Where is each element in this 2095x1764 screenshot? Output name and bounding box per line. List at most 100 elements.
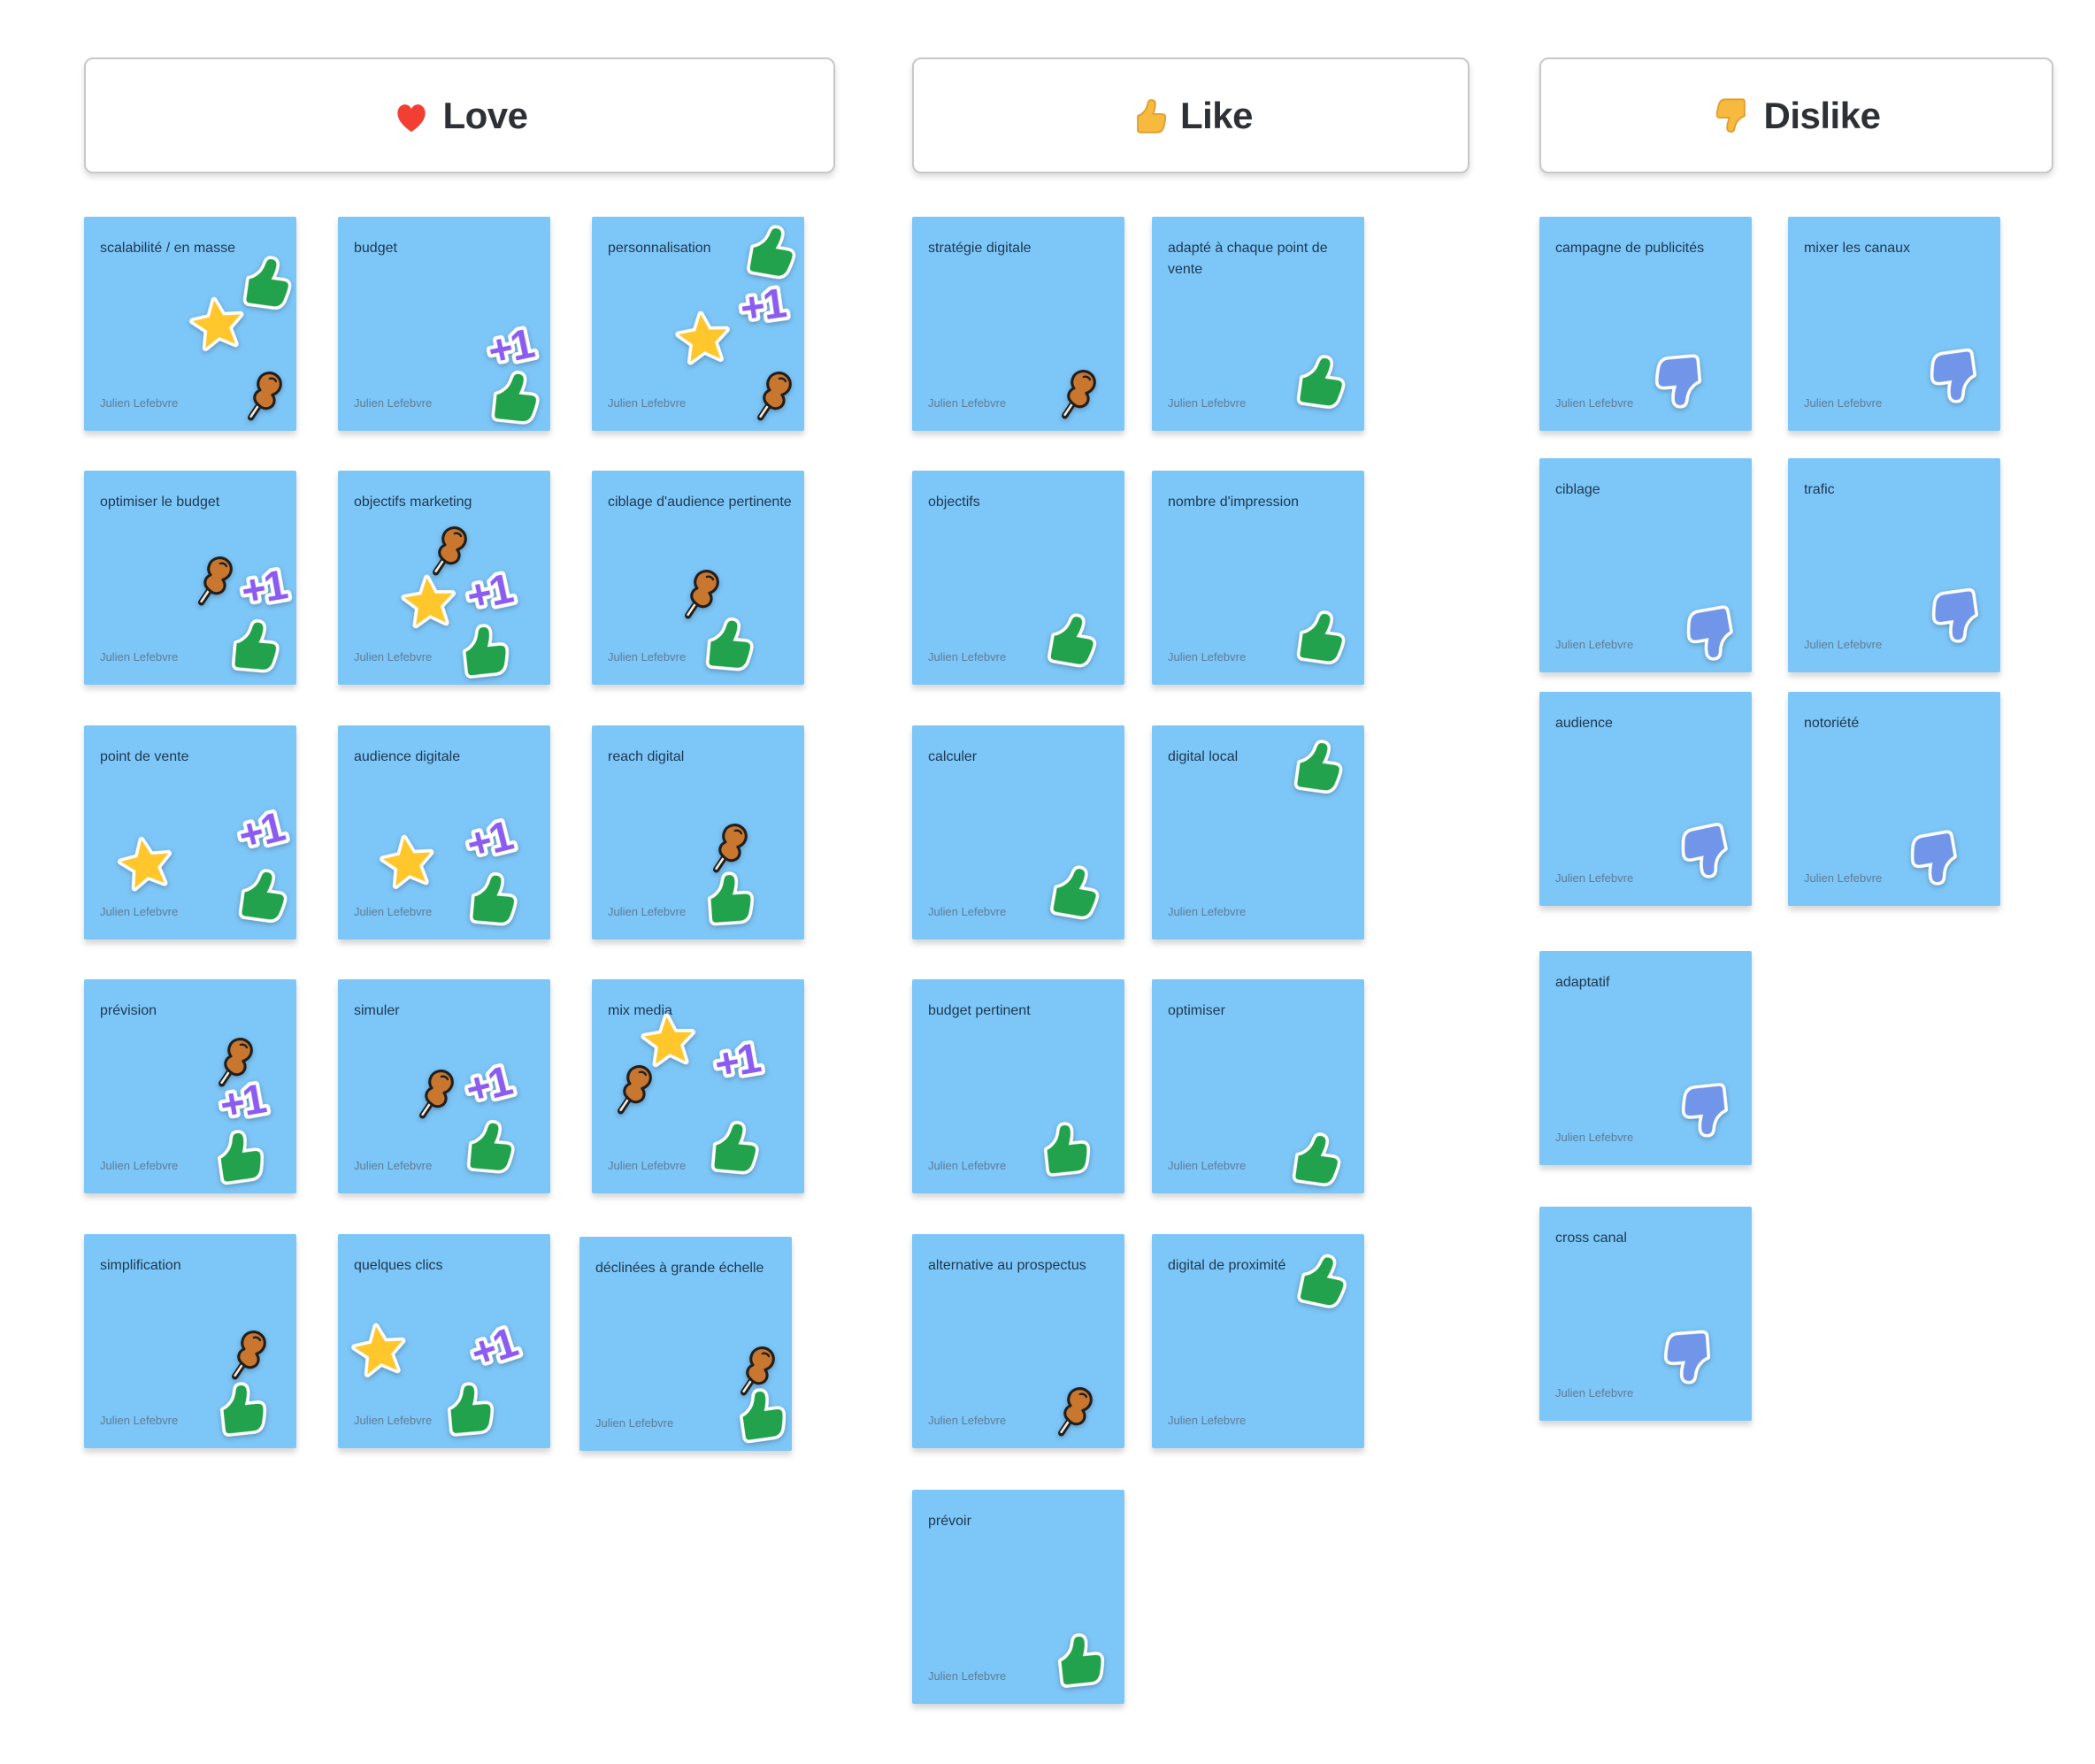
thumbs-up-icon[interactable]	[1286, 1245, 1355, 1314]
sticky-note[interactable]: déclinées à grande échelle Julien Lefebvr…	[579, 1237, 792, 1451]
thumbs-down-icon[interactable]	[1650, 350, 1714, 414]
star-icon[interactable]	[637, 1010, 701, 1074]
thumbs-up-icon[interactable]	[701, 1115, 764, 1178]
thumbs-up-icon[interactable]	[1282, 1125, 1348, 1192]
sticky-note[interactable]: notoriété Julien Lefebvre	[1788, 692, 2000, 906]
thumbs-up-icon[interactable]	[1286, 603, 1353, 670]
thumbs-up-icon[interactable]	[696, 867, 758, 929]
sticky-note[interactable]: objectifs Julien Lefebvre	[912, 471, 1124, 685]
sticky-note[interactable]: mix media Julien Lefebvre +1	[592, 979, 804, 1193]
plus-one-icon[interactable]: +1	[230, 555, 297, 622]
thumbs-up-icon[interactable]	[481, 364, 546, 429]
thumbs-up-icon[interactable]	[435, 1377, 499, 1440]
sticky-note[interactable]: digital local Julien Lefebvre	[1152, 725, 1364, 940]
sticky-note[interactable]: digital de proximité Julien Lefebvre	[1152, 1234, 1364, 1448]
pushpin-icon[interactable]	[670, 562, 728, 620]
pushpin-icon[interactable]	[217, 1323, 275, 1381]
pushpin-icon[interactable]	[725, 1338, 784, 1397]
pushpin-icon[interactable]	[1043, 1379, 1101, 1438]
star-icon[interactable]	[112, 832, 180, 899]
sticky-note[interactable]: nombre d'impression Julien Lefebvre	[1152, 471, 1364, 685]
plus-one-icon[interactable]: +1	[209, 1069, 276, 1136]
thumbs-down-icon[interactable]	[1677, 1079, 1741, 1144]
sticky-note[interactable]: stratégie digitale Julien Lefebvre	[912, 217, 1124, 431]
thumbs-down-icon[interactable]	[1674, 817, 1743, 886]
sticky-note[interactable]: simplification Julien Lefebvre	[84, 1234, 296, 1448]
column-header-love[interactable]: Love	[84, 58, 835, 173]
plus-one-icon[interactable]: +1	[226, 796, 296, 867]
pushpin-icon[interactable]	[203, 1030, 262, 1088]
thumbs-up-icon[interactable]	[457, 1114, 520, 1177]
thumbs-up-icon[interactable]	[695, 611, 759, 675]
thumbs-down-icon[interactable]	[1680, 601, 1747, 668]
plus-one-icon[interactable]: +1	[457, 1311, 530, 1384]
sticky-note[interactable]: ciblage Julien Lefebvre	[1539, 458, 1752, 672]
plus-one-icon[interactable]: +1	[455, 558, 524, 627]
sticky-note[interactable]: alternative au prospectus Julien Lefebvre	[912, 1234, 1124, 1448]
plus-one-icon[interactable]: +1	[730, 273, 796, 340]
star-icon[interactable]	[375, 831, 441, 897]
thumbs-down-icon[interactable]	[1924, 344, 1991, 410]
sticky-note[interactable]: optimiser le budget Julien Lefebvre +1	[84, 471, 296, 685]
star-icon[interactable]	[397, 571, 461, 635]
thumbs-up-icon[interactable]	[736, 217, 803, 284]
pushpin-icon[interactable]	[602, 1057, 661, 1116]
star-icon[interactable]	[185, 293, 251, 359]
sticky-note[interactable]: budget Julien Lefebvre +1	[338, 217, 550, 431]
star-icon[interactable]	[347, 1319, 413, 1385]
pushpin-icon[interactable]	[233, 364, 291, 422]
thumbs-up-icon[interactable]	[459, 866, 523, 930]
thumbs-up-icon[interactable]	[450, 618, 515, 683]
thumbs-up-icon[interactable]	[233, 249, 299, 315]
sticky-note[interactable]: point de vente Julien Lefebvre +1	[84, 725, 296, 940]
star-icon[interactable]	[671, 308, 736, 372]
sticky-note[interactable]: audience digitale Julien Lefebvre +1	[338, 725, 550, 940]
thumbs-up-icon[interactable]	[726, 1382, 793, 1448]
sticky-note[interactable]: campagne de publicités Julien Lefebvre	[1539, 217, 1752, 431]
column-header-like[interactable]: Like	[912, 58, 1470, 173]
thumbs-down-icon[interactable]	[1926, 584, 1992, 650]
note-text: personnalisation	[608, 241, 711, 256]
thumbs-up-icon[interactable]	[221, 613, 285, 677]
thumbs-up-icon[interactable]	[204, 1124, 271, 1190]
sticky-note[interactable]: optimiser Julien Lefebvre	[1152, 979, 1364, 1193]
sticky-note[interactable]: scalabilité / en masse Julien Lefebvre	[84, 217, 296, 431]
sticky-note[interactable]: trafic Julien Lefebvre	[1788, 458, 2000, 672]
pushpin-icon[interactable]	[742, 364, 801, 422]
thumbs-up-icon[interactable]	[1046, 1628, 1110, 1692]
column-header-dislike[interactable]: Dislike	[1539, 58, 2053, 173]
thumbs-up-icon[interactable]	[228, 862, 295, 928]
sticky-note[interactable]: quelques clics Julien Lefebvre +1	[338, 1234, 550, 1448]
thumbs-up-icon[interactable]	[1032, 1116, 1096, 1181]
sticky-note[interactable]: mixer les canaux Julien Lefebvre	[1788, 217, 2000, 431]
sticky-note[interactable]: adapté à chaque point de vente Julien Lef…	[1152, 217, 1364, 431]
plus-one-icon[interactable]: +1	[703, 1028, 771, 1095]
thumbs-down-icon[interactable]	[1904, 825, 1971, 893]
sticky-note[interactable]: ciblage d'audience pertinente Julien Lefe…	[592, 471, 804, 685]
thumbs-up-icon[interactable]	[1037, 605, 1104, 672]
thumbs-up-icon[interactable]	[1284, 732, 1350, 799]
pushpin-icon[interactable]	[418, 518, 476, 577]
pushpin-icon[interactable]	[404, 1062, 463, 1120]
sticky-note[interactable]: objectifs marketing Julien Lefebvre +1	[338, 471, 550, 685]
sticky-note[interactable]: prévoir Julien Lefebvre	[912, 1490, 1124, 1704]
plus-one-icon[interactable]: +1	[454, 805, 525, 876]
thumbs-down-icon[interactable]	[1660, 1327, 1722, 1389]
plus-one-icon[interactable]: +1	[453, 1050, 524, 1121]
thumbs-up-icon[interactable]	[1040, 857, 1107, 924]
sticky-note[interactable]: simuler Julien Lefebvre +1	[338, 979, 550, 1193]
sticky-note[interactable]: prévision Julien Lefebvre +1	[84, 979, 296, 1193]
thumbs-up-icon[interactable]	[208, 1377, 272, 1441]
sticky-note[interactable]: reach digital Julien Lefebvre	[592, 725, 804, 940]
sticky-note[interactable]: personnalisation Julien Lefebvre +1	[592, 217, 804, 431]
thumbs-up-icon[interactable]	[1286, 348, 1353, 414]
sticky-note[interactable]: audience Julien Lefebvre	[1539, 692, 1752, 906]
sticky-note[interactable]: calculer Julien Lefebvre	[912, 725, 1124, 940]
plus-one-icon[interactable]: +1	[476, 313, 545, 382]
pushpin-icon[interactable]	[698, 816, 756, 874]
sticky-note[interactable]: budget pertinent Julien Lefebvre	[912, 979, 1124, 1193]
sticky-note[interactable]: cross canal Julien Lefebvre	[1539, 1207, 1752, 1421]
pushpin-icon[interactable]	[1047, 362, 1105, 420]
pushpin-icon[interactable]	[183, 548, 242, 607]
sticky-note[interactable]: adaptatif Julien Lefebvre	[1539, 951, 1752, 1165]
